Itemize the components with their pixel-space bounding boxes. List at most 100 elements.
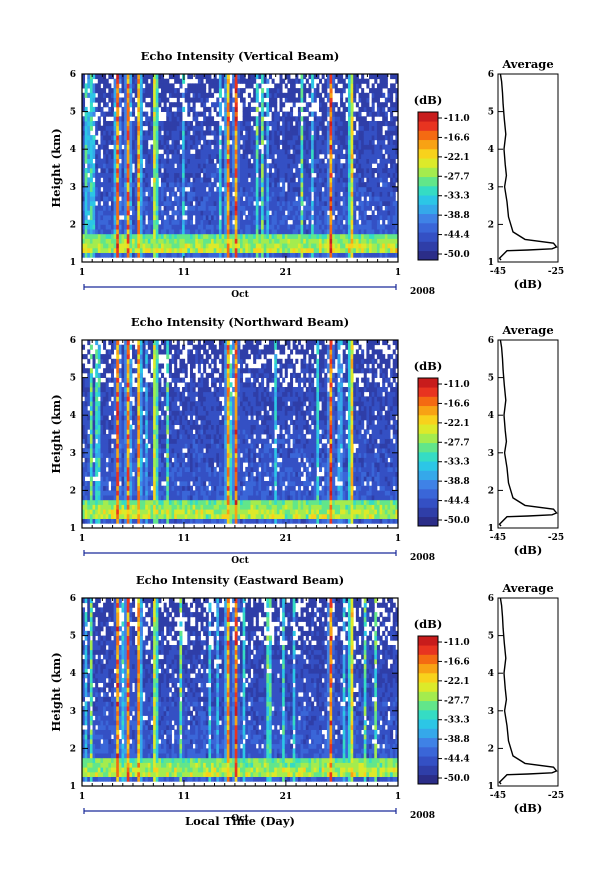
heatmap-cell	[139, 125, 143, 131]
heatmap-cell	[258, 83, 262, 89]
colorbar-swatch	[418, 186, 438, 196]
heatmap-cell	[174, 74, 178, 80]
heatmap-cell	[137, 88, 141, 94]
heatmap-cell	[355, 116, 359, 122]
heatmap-cell	[216, 111, 220, 117]
heatmap-cell	[371, 130, 375, 136]
heatmap-cell	[97, 102, 101, 108]
heatmap-cell	[87, 238, 91, 244]
heatmap-cell	[174, 125, 178, 131]
heatmap-cell	[226, 116, 230, 122]
heatmap-cell	[229, 172, 233, 178]
heatmap-cell	[132, 205, 136, 211]
heatmap-cell	[147, 163, 151, 169]
heatmap-cell	[174, 78, 178, 84]
heatmap-cell	[108, 186, 112, 192]
heatmap-cell	[374, 224, 378, 230]
heatmap-cell	[108, 349, 112, 355]
heatmap-cell	[387, 139, 391, 145]
heatmap-cell	[110, 452, 114, 458]
heatmap-cell	[276, 229, 280, 235]
heatmap-cell	[261, 106, 265, 112]
heatmap-cell	[110, 490, 114, 496]
heatmap-cell	[166, 97, 170, 103]
heatmap-cell	[145, 252, 149, 258]
heatmap-cell	[174, 130, 178, 136]
heatmap-cell	[237, 121, 241, 127]
heatmap-cell	[253, 144, 257, 150]
heatmap-cell	[118, 405, 122, 411]
heatmap-cell	[282, 149, 286, 155]
heatmap-cell	[147, 215, 151, 221]
heatmap-cell	[224, 238, 228, 244]
heatmap-cell	[290, 139, 294, 145]
heatmap-cell	[376, 233, 380, 239]
heatmap-cell	[161, 233, 165, 239]
heatmap-cell	[395, 78, 399, 84]
heatmap-cell	[82, 466, 86, 472]
heatmap-cell	[121, 182, 125, 188]
heatmap-cell	[116, 144, 120, 150]
heatmap-cell	[334, 186, 338, 192]
panel-title: Echo Intensity (Vertical Beam)	[141, 49, 340, 63]
heatmap-cell	[95, 229, 99, 235]
heatmap-cell	[276, 125, 280, 131]
heatmap-cell	[240, 92, 244, 98]
heatmap-cell	[261, 186, 265, 192]
heatmap-cell	[271, 252, 275, 258]
colorbar-swatch	[418, 241, 438, 252]
heatmap-cell	[313, 74, 317, 80]
heatmap-cell	[87, 434, 91, 440]
heatmap-cell	[384, 186, 388, 192]
heatmap-cell	[226, 130, 230, 136]
heatmap-cell	[224, 106, 228, 112]
heatmap-cell	[250, 196, 254, 202]
heatmap-cell	[184, 238, 188, 244]
heatmap-cell	[142, 196, 146, 202]
heatmap-cell	[374, 168, 378, 174]
heatmap-cell	[290, 196, 294, 202]
heatmap-cell	[261, 215, 265, 221]
heatmap-cell	[100, 172, 104, 178]
heatmap-cell	[387, 233, 391, 239]
heatmap-cell	[205, 163, 209, 169]
heatmap-cell	[142, 74, 146, 80]
heatmap-cell	[197, 233, 201, 239]
heatmap-cell	[134, 247, 138, 253]
heatmap-cell	[134, 452, 138, 458]
heatmap-cell	[121, 229, 125, 235]
heatmap-cell	[132, 219, 136, 225]
heatmap-cell	[221, 130, 225, 136]
heatmap-cell	[116, 196, 120, 202]
heatmap-cell	[237, 252, 241, 258]
heatmap-cell	[213, 224, 217, 230]
heatmap-cell	[350, 247, 354, 253]
heatmap-cell	[313, 149, 317, 155]
heatmap-cell	[150, 83, 154, 89]
heatmap-cell	[313, 111, 317, 117]
heatmap-cell	[245, 219, 249, 225]
heatmap-cell	[176, 158, 180, 164]
heatmap-cell	[279, 88, 283, 94]
heatmap-cell	[113, 424, 117, 430]
heatmap-cell	[208, 153, 212, 159]
heatmap-cell	[89, 372, 93, 378]
heatmap-cell	[134, 233, 138, 239]
heatmap-cell	[179, 78, 183, 84]
heatmap-cell	[316, 233, 320, 239]
heatmap-cell	[197, 196, 201, 202]
heatmap-cell	[282, 247, 286, 253]
heatmap-cell	[189, 172, 193, 178]
heatmap-cell	[392, 219, 396, 225]
heatmap-cell	[187, 219, 191, 225]
heatmap-cell	[303, 153, 307, 159]
heatmap-cell	[266, 205, 270, 211]
heatmap-cell	[171, 229, 175, 235]
heatmap-cell	[82, 424, 86, 430]
heatmap-cell	[300, 196, 304, 202]
heatmap-cell	[87, 182, 91, 188]
heatmap-cell	[110, 224, 114, 230]
heatmap-cell	[369, 238, 373, 244]
heatmap-cell	[171, 182, 175, 188]
heatmap-cell	[240, 243, 244, 249]
